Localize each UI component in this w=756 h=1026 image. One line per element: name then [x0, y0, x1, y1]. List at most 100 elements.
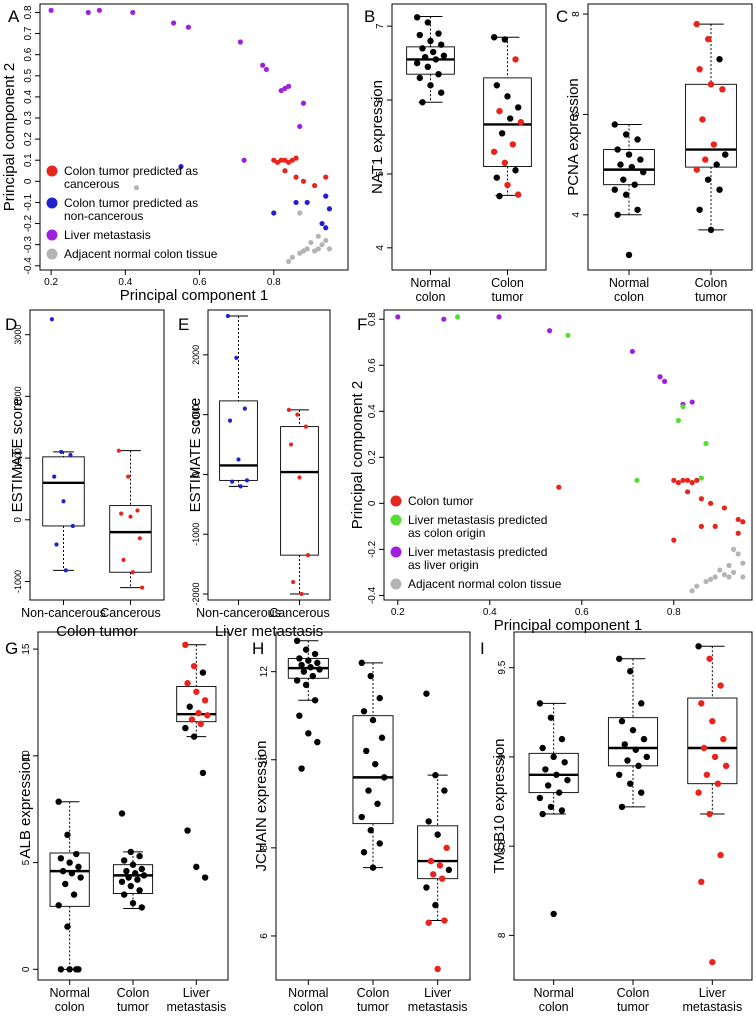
legend-marker: [46, 229, 58, 241]
y-tick-label: 8: [259, 845, 270, 851]
category-label: tumor: [492, 290, 524, 304]
y-tick-label: 6: [375, 97, 386, 103]
data-point: [714, 780, 722, 787]
data-point: [413, 14, 421, 21]
data-point: [242, 406, 247, 411]
panel-letter: B: [364, 7, 375, 26]
data-point: [722, 762, 730, 770]
data-point: [234, 355, 239, 360]
data-point: [423, 690, 430, 697]
data-point: [699, 116, 706, 123]
data-point: [622, 191, 630, 198]
data-point: [490, 148, 498, 155]
data-point: [360, 849, 368, 856]
legend-label: Liver metastasis predicted: [408, 513, 547, 527]
data-point: [62, 880, 69, 888]
scatter-point: [300, 100, 307, 106]
category-label: Normal: [534, 986, 574, 1000]
scatter-point: [241, 157, 247, 163]
y-tick-label: -0.3: [23, 236, 34, 254]
y-axis-label: Principal component 2: [349, 381, 366, 529]
scatter-point: [395, 314, 401, 320]
scatter-point: [326, 246, 333, 252]
data-point: [138, 904, 145, 911]
data-point: [616, 655, 623, 662]
data-point: [416, 31, 424, 39]
y-tick-label: 0: [13, 517, 24, 523]
scatter-point: [286, 258, 292, 265]
y-tick-label: 0.5: [23, 68, 34, 82]
scatter-point: [703, 440, 709, 447]
legend-marker: [390, 514, 402, 526]
scatter-point: [675, 480, 682, 486]
legend-label: Colon tumor: [408, 494, 473, 508]
data-point: [136, 852, 143, 860]
data-point: [123, 867, 130, 875]
data-point: [432, 56, 440, 63]
data-point: [435, 30, 442, 37]
x-axis-label: Liver metastasis: [215, 623, 323, 640]
data-point: [717, 851, 724, 859]
data-point: [121, 857, 128, 864]
data-point: [197, 720, 204, 728]
y-tick-label: -1000: [191, 523, 201, 546]
scatter-point: [735, 530, 741, 536]
data-point: [438, 875, 446, 882]
data-point: [490, 34, 498, 41]
data-point: [297, 475, 302, 480]
data-point: [445, 866, 453, 874]
y-tick-label: -0.2: [23, 215, 34, 233]
data-point: [617, 161, 624, 168]
data-point: [376, 840, 383, 847]
data-point: [611, 186, 618, 193]
scatter-point: [731, 546, 737, 552]
data-point: [244, 478, 250, 483]
x-tick-label: 0.2: [391, 607, 405, 618]
data-point: [631, 181, 638, 188]
data-point: [441, 787, 448, 794]
y-tick-label: 9: [497, 754, 508, 760]
data-point: [710, 141, 718, 148]
scatter-point: [300, 178, 307, 184]
scatter-point: [96, 7, 102, 13]
data-point: [427, 37, 434, 45]
scatter-point: [496, 314, 502, 320]
scatter-point: [735, 551, 741, 557]
data-point: [696, 206, 703, 213]
scatter-point: [319, 242, 325, 248]
data-point: [365, 787, 372, 794]
data-point: [77, 874, 84, 881]
data-point: [129, 861, 137, 868]
data-point: [128, 514, 133, 519]
data-point: [720, 735, 727, 743]
data-point: [620, 176, 627, 183]
plot-frame: [29, 309, 165, 601]
scatter-point: [170, 20, 177, 26]
data-point: [230, 479, 235, 484]
legend-label: Colon tumor predicted as: [64, 164, 198, 178]
scatter-point: [293, 199, 299, 206]
panel-letter: I: [480, 639, 485, 658]
data-point: [423, 884, 430, 891]
data-point: [193, 863, 200, 871]
legend-marker: [46, 165, 58, 177]
data-point: [193, 688, 200, 695]
data-point: [129, 899, 137, 907]
scatter-point: [547, 328, 553, 334]
data-point: [64, 831, 71, 839]
data-point: [125, 874, 132, 881]
x-tick-label: 0.4: [483, 607, 497, 618]
data-point: [127, 882, 135, 890]
panel-letter: A: [8, 7, 20, 26]
category-label: Non-cancerous: [21, 606, 106, 620]
data-point: [300, 668, 308, 675]
scatter-point: [634, 477, 640, 483]
y-tick-label: 5: [21, 859, 32, 865]
data-point: [305, 657, 312, 664]
data-point: [640, 168, 647, 176]
scatter-point: [323, 237, 329, 244]
data-point: [547, 803, 555, 811]
data-point: [118, 878, 126, 885]
